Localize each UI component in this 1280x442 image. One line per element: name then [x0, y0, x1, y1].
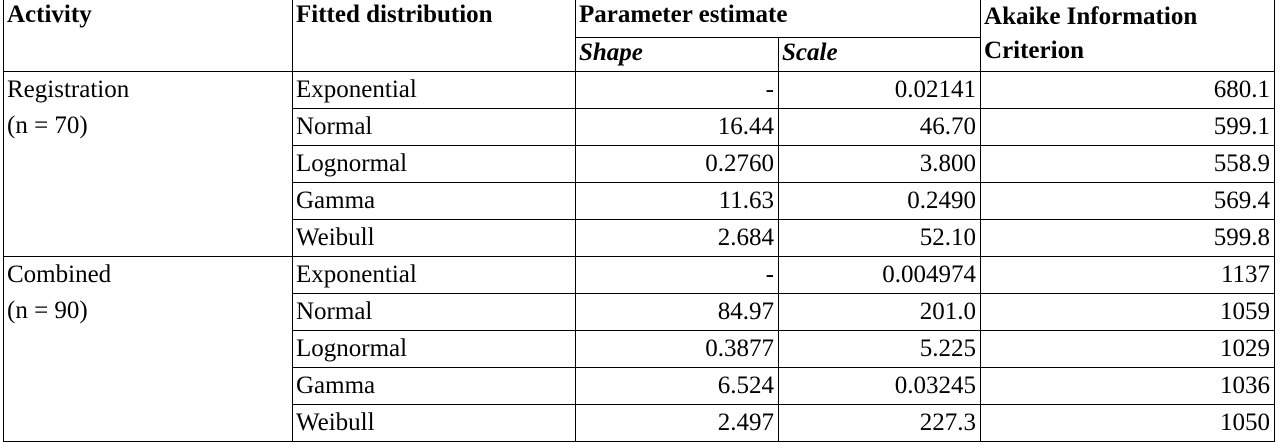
- aic-cell: 680.1: [980, 71, 1276, 109]
- distribution-cell: Weibull: [292, 219, 576, 257]
- table-row: Normal 16.44 46.70 599.1: [4, 108, 1276, 146]
- shape-cell: -: [575, 256, 779, 294]
- table-row: Weibull 2.684 52.10 599.8: [4, 219, 1276, 257]
- scale-cell: 0.03245: [777, 367, 982, 405]
- distribution-cell: Normal: [292, 108, 576, 146]
- distribution-cell: Gamma: [292, 182, 576, 220]
- header-parameter: Parameter estimate: [574, 0, 982, 38]
- scale-cell: 46.70: [777, 108, 982, 146]
- results-table: Activity Fitted distribution Parameter e…: [3, 0, 1276, 442]
- header-scale: Scale: [777, 37, 982, 72]
- distribution-cell: Exponential: [292, 256, 576, 294]
- shape-cell: 2.684: [575, 219, 779, 257]
- scale-cell: 3.800: [777, 145, 982, 183]
- table-row: Registration (n = 70) Exponential -0.02141 6…: [3, 71, 1276, 257]
- distribution-cell: Lognormal: [292, 145, 576, 183]
- aic-cell: 599.1: [980, 108, 1276, 146]
- header-shape-text: Shape: [579, 38, 643, 66]
- aic-cell: 1059: [980, 293, 1276, 331]
- shape-cell: 84.97: [575, 293, 779, 331]
- activity-cell: Registration (n = 70): [3, 71, 293, 257]
- scale-cell: 227.3: [777, 404, 982, 442]
- scale-cell: 0.004974: [777, 256, 982, 294]
- header-activity: Activity: [3, 0, 293, 72]
- distribution-cell: Weibull: [292, 404, 576, 442]
- shape-cell: 6.524: [575, 367, 779, 405]
- activity-cell: Combined (n = 90): [3, 256, 293, 442]
- aic-cell: 1050: [980, 404, 1276, 442]
- distribution-cell: Gamma: [292, 367, 576, 405]
- shape-cell: 11.63: [575, 182, 779, 220]
- table-row: Gamma 6.524 0.03245 1036: [4, 367, 1276, 405]
- aic-cell: 569.4: [980, 182, 1276, 220]
- scale-cell: 0.2490: [777, 182, 982, 220]
- header-shape: Shape: [575, 37, 779, 72]
- aic-cell: 558.9: [980, 145, 1276, 183]
- scale-cell: 201.0: [777, 293, 982, 331]
- table-row: Lognormal 0.2760 3.800 558.9: [4, 145, 1276, 183]
- activity-n: (n = 90): [7, 296, 88, 324]
- header-aic: Akaike Information Criterion: [980, 0, 1276, 72]
- scale-cell: 0.02141: [777, 71, 982, 109]
- distribution-cell: Lognormal: [292, 330, 576, 368]
- header-distribution: Fitted distribution: [292, 0, 576, 72]
- aic-cell: 599.8: [980, 219, 1276, 257]
- shape-cell: 16.44: [575, 108, 779, 146]
- scale-cell: 5.225: [777, 330, 982, 368]
- shape-cell: 0.3877: [575, 330, 779, 368]
- header-scale-text: Scale: [782, 38, 838, 66]
- activity-n: (n = 70): [7, 111, 88, 139]
- distribution-cell: Exponential: [292, 71, 576, 109]
- table-row: Gamma 11.63 0.2490 569.4: [4, 182, 1276, 220]
- distribution-cell: Normal: [292, 293, 576, 331]
- table-row: Combined (n = 90) Exponential -0.004974 1137: [3, 256, 1276, 442]
- table-row: Lognormal 0.3877 5.225 1029: [4, 330, 1276, 368]
- activity-label: Registration: [7, 75, 130, 103]
- aic-cell: 1137: [980, 256, 1276, 294]
- activity-label: Combined: [7, 260, 112, 288]
- aic-cell: 1029: [980, 330, 1276, 368]
- shape-cell: 2.497: [575, 404, 779, 442]
- table-row: Normal 84.97 201.0 1059: [4, 293, 1276, 331]
- aic-cell: 1036: [980, 367, 1276, 405]
- shape-cell: 0.2760: [575, 145, 779, 183]
- shape-cell: -: [575, 71, 779, 109]
- scale-cell: 52.10: [777, 219, 982, 257]
